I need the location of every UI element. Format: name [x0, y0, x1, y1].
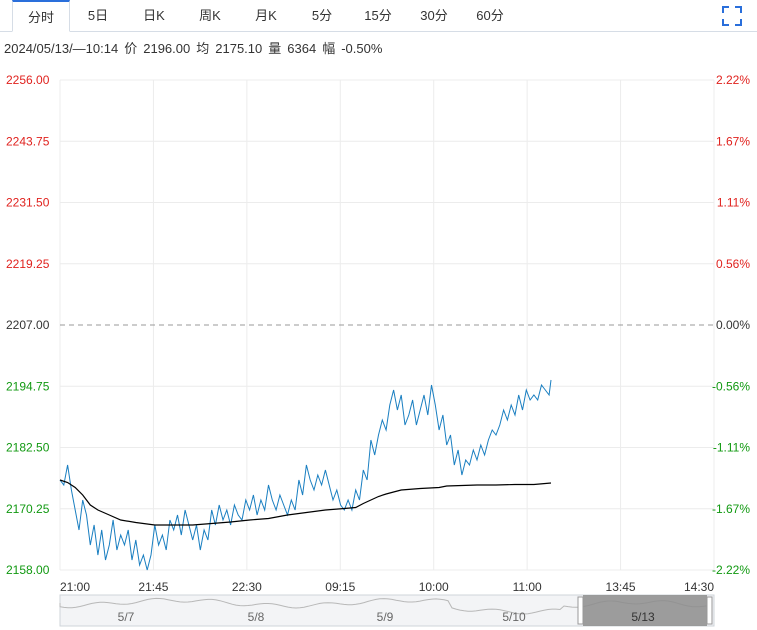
pct-tick-label: 0.00% — [716, 318, 750, 332]
pct-tick-label: 1.67% — [716, 134, 750, 148]
info-price-label: 价 — [124, 41, 138, 56]
y-tick-label: 2194.75 — [6, 379, 50, 393]
info-vol-label: 量 — [268, 41, 282, 56]
pct-tick-label: 1.11% — [717, 196, 750, 210]
y-tick-label: 2231.50 — [6, 196, 50, 210]
y-tick-label: 2158.00 — [6, 563, 50, 577]
tab-15min[interactable]: 15分 — [364, 8, 392, 23]
fullscreen-icon[interactable] — [721, 5, 743, 27]
period-tab-bar: 分时 5日 日K 周K 月K 5分 15分 30分 60分 — [0, 0, 757, 32]
range-navigator[interactable]: 5/7 5/8 5/9 5/10 5/13 — [59, 594, 715, 627]
tab-intraday[interactable]: 分时 — [12, 0, 70, 32]
info-price: 2196.00 — [143, 41, 191, 56]
navigator-date-label: 5/10 — [502, 610, 526, 624]
x-tick-label: 22:30 — [232, 580, 262, 594]
tab-30min[interactable]: 30分 — [420, 8, 448, 23]
tab-daily-k[interactable]: 日K — [143, 8, 165, 23]
navigator-date-label: 5/13 — [631, 610, 655, 624]
pct-tick-label: -1.67% — [712, 502, 750, 516]
y-tick-label: 2243.75 — [6, 134, 50, 148]
pct-tick-label: -2.22% — [712, 563, 750, 577]
tab-5day[interactable]: 5日 — [87, 8, 109, 23]
pct-tick-label: 0.56% — [716, 257, 750, 271]
info-chg-label: 幅 — [322, 41, 336, 56]
y-tick-label: 2219.25 — [6, 257, 50, 271]
average-series-line — [59, 479, 552, 526]
info-avg-label: 均 — [196, 41, 210, 56]
tab-5min[interactable]: 5分 — [311, 8, 333, 23]
y-tick-label: 2207.00 — [6, 318, 50, 332]
tab-60min[interactable]: 60分 — [476, 8, 504, 23]
navigator-date-label: 5/7 — [118, 610, 135, 624]
info-datetime: 2024/05/13/—10:14 — [4, 41, 119, 56]
info-vol: 6364 — [287, 41, 317, 56]
navigator-right-handle[interactable] — [706, 596, 713, 625]
navigator-date-label: 5/8 — [248, 610, 265, 624]
x-tick-label: 13:45 — [606, 580, 636, 594]
pct-tick-label: 2.22% — [716, 73, 750, 87]
pct-tick-label: -1.11% — [713, 441, 750, 455]
navigator-date-label: 5/9 — [377, 610, 394, 624]
pct-tick-label: -0.56% — [712, 379, 750, 393]
price-series-line — [59, 379, 552, 571]
x-tick-label: 21:00 — [60, 580, 90, 594]
info-avg: 2175.10 — [215, 41, 263, 56]
y-tick-label: 2182.50 — [6, 441, 50, 455]
tab-monthly-k[interactable]: 月K — [255, 8, 277, 23]
info-chg: -0.50% — [341, 41, 383, 56]
navigator-left-handle[interactable] — [577, 596, 584, 625]
quote-info-line: 2024/05/13/—10:14 价 2196.00 均 2175.10 量 6364 幅 -… — [4, 38, 388, 57]
navigator-window — [583, 595, 707, 626]
y-tick-label: 2170.25 — [6, 502, 50, 516]
x-tick-label: 14:30 — [684, 580, 714, 594]
tab-weekly-k[interactable]: 周K — [199, 8, 221, 23]
x-tick-label: 09:15 — [325, 580, 355, 594]
y-tick-label: 2256.00 — [6, 73, 50, 87]
x-tick-label: 10:00 — [419, 580, 449, 594]
x-tick-label: 11:00 — [513, 580, 542, 594]
x-tick-label: 21:45 — [138, 580, 168, 594]
